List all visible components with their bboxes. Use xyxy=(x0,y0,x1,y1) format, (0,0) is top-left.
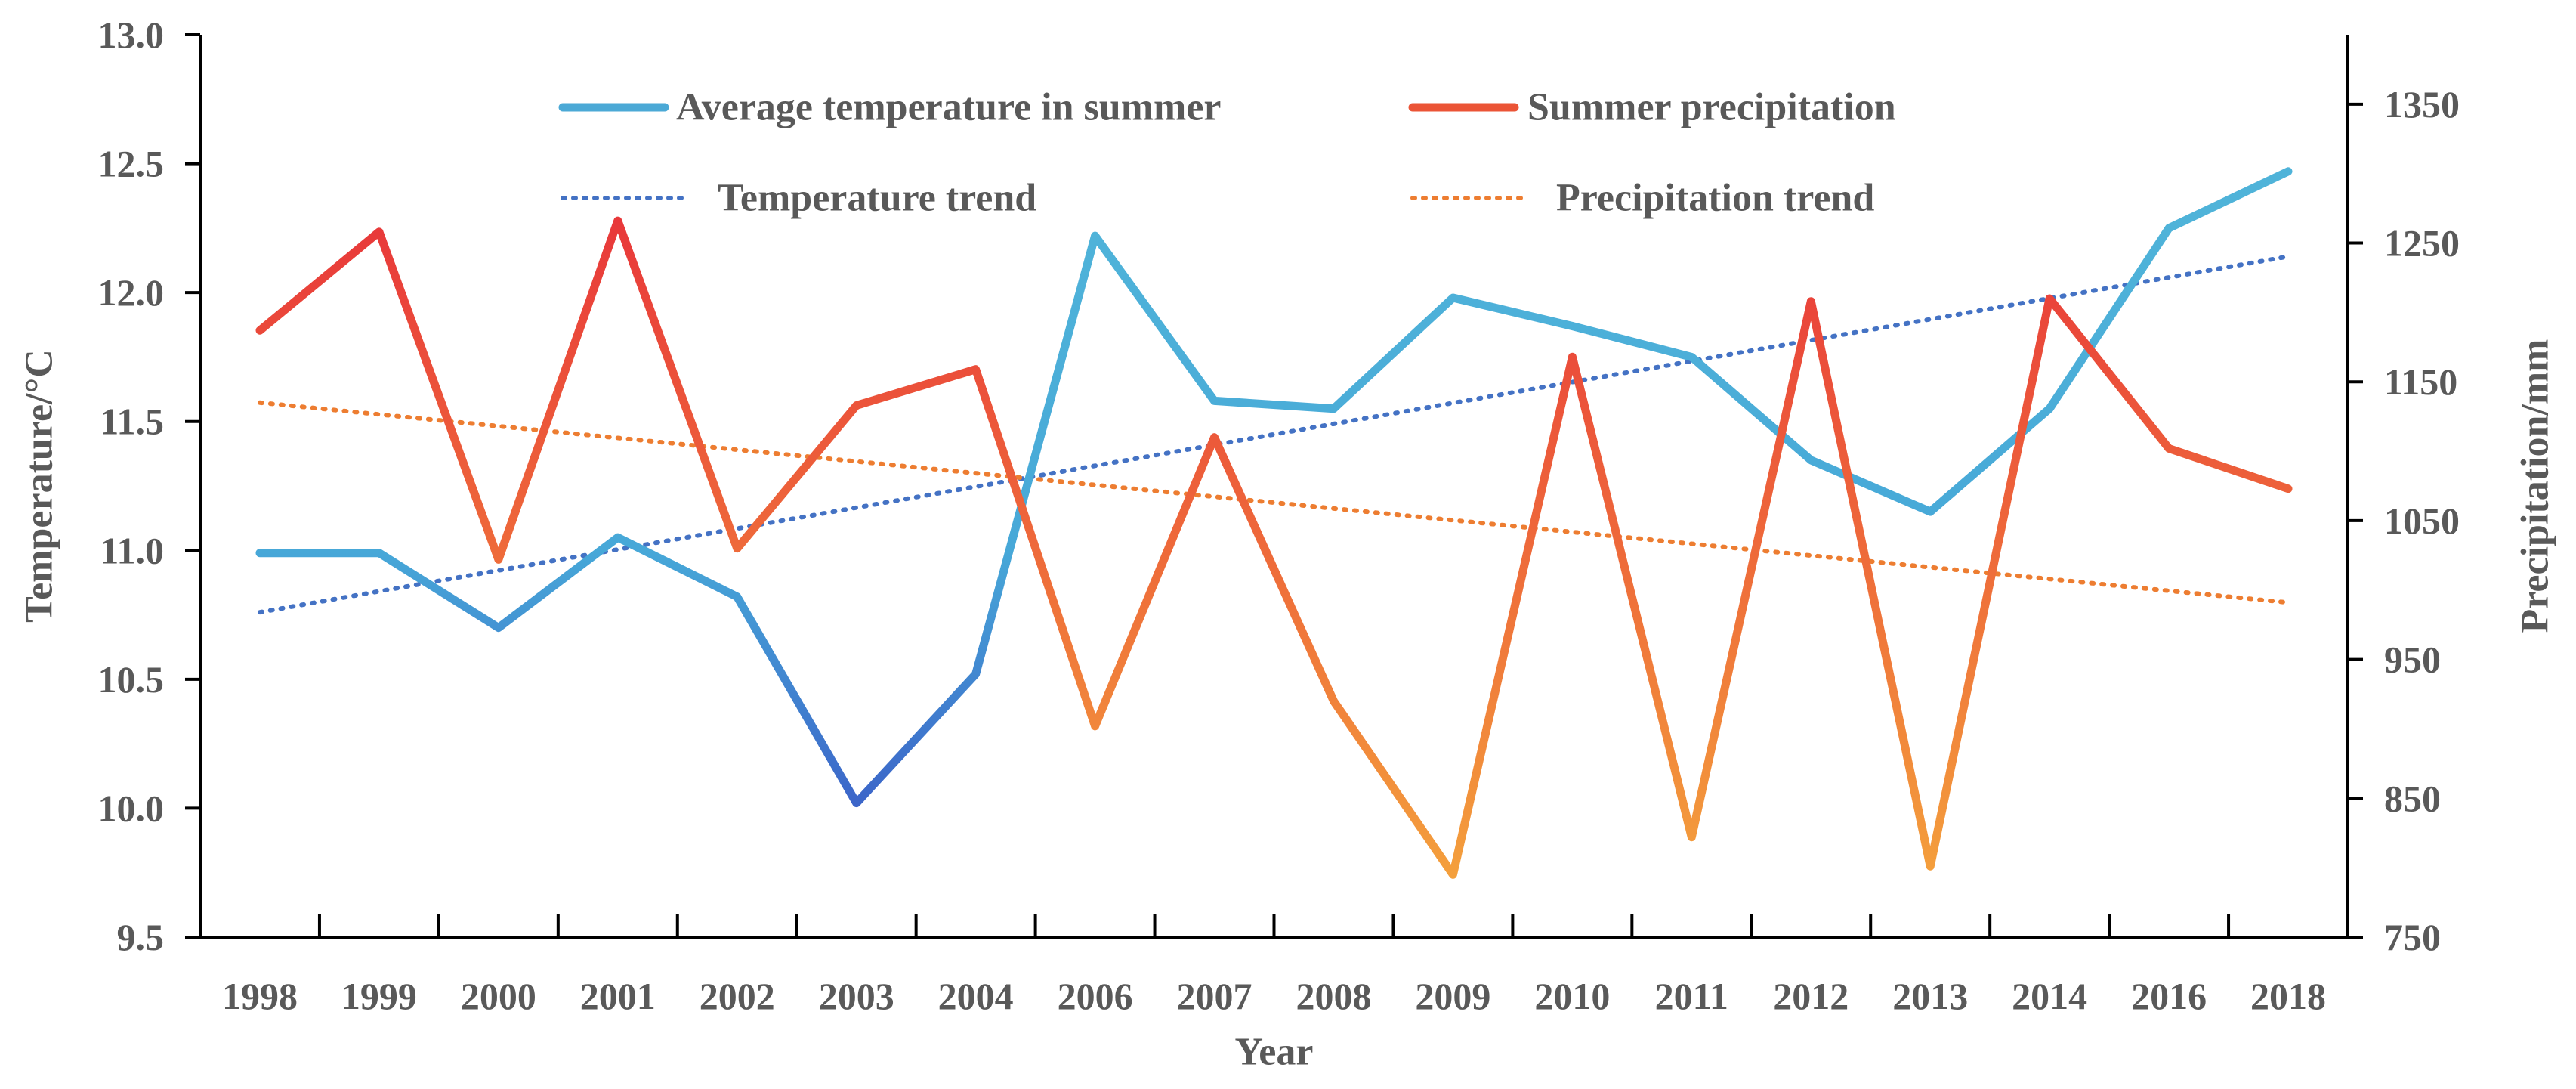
x-tick-label: 2014 xyxy=(2012,975,2087,1017)
x-tick-label: 2001 xyxy=(580,975,656,1017)
series-layer xyxy=(255,167,2293,879)
x-tick-label: 2012 xyxy=(1773,975,1849,1017)
precipitation-line xyxy=(255,216,2293,879)
x-tick-label: 2004 xyxy=(938,975,1014,1017)
legend-label: Average temperature in summer xyxy=(676,86,1222,129)
y-axis-title-left: Temperature/°C xyxy=(18,349,61,623)
x-tick-label: 1998 xyxy=(222,975,298,1017)
x-tick-label: 2016 xyxy=(2131,975,2207,1017)
y-tick-right: 950 xyxy=(2384,639,2441,681)
y-tick-left: 10.0 xyxy=(98,787,165,829)
x-tick-label: 2003 xyxy=(819,975,894,1017)
axes-layer: 9.5 10.0 10.5 11.0 11.5 12.0 12.5 13.0 750 850 950… xyxy=(18,14,2557,1074)
y-tick-left: 11.5 xyxy=(100,401,164,443)
y-tick-right: 1150 xyxy=(2384,360,2457,403)
precipitation-trend-line xyxy=(257,400,2291,605)
trend-layer xyxy=(257,254,2291,615)
x-tick-label: 2007 xyxy=(1177,975,1252,1017)
x-tick-label: 2002 xyxy=(700,975,775,1017)
x-tick-label: 1999 xyxy=(341,975,417,1017)
x-tick-label: 2010 xyxy=(1534,975,1610,1017)
x-tick-label: 2013 xyxy=(1892,975,1968,1017)
y-axis-title-right: Precipitation/mm xyxy=(2514,339,2557,633)
x-tick-label: 2000 xyxy=(461,975,536,1017)
y-tick-right: 1250 xyxy=(2384,222,2460,265)
y-tick-left: 10.5 xyxy=(98,658,165,701)
y-tick-left: 9.5 xyxy=(117,916,165,958)
temperature-trend-line xyxy=(257,254,2291,615)
y-tick-left: 11.0 xyxy=(100,529,164,571)
legend: Average temperature in summer Summer prec… xyxy=(558,86,1896,220)
y-tick-right: 1350 xyxy=(2384,83,2460,125)
x-tick-label: 2011 xyxy=(1655,975,1728,1017)
legend-label: Summer precipitation xyxy=(1527,86,1896,129)
x-tick-label: 2009 xyxy=(1415,975,1490,1017)
x-tick-label: 2008 xyxy=(1296,975,1371,1017)
y-tick-right: 850 xyxy=(2384,777,2441,819)
y-tick-right: 750 xyxy=(2384,916,2441,958)
y-tick-left: 13.0 xyxy=(98,14,165,56)
x-tick-label: 2006 xyxy=(1058,975,1133,1017)
x-axis-title: Year xyxy=(1235,1031,1314,1074)
legend-label: Precipitation trend xyxy=(1556,177,1874,220)
y-tick-right: 1050 xyxy=(2384,500,2460,542)
legend-label: Temperature trend xyxy=(718,177,1036,220)
y-tick-left: 12.5 xyxy=(98,143,165,185)
y-tick-left: 12.0 xyxy=(98,271,165,314)
x-tick-label: 2018 xyxy=(2250,975,2326,1017)
temperature-line xyxy=(255,167,2293,808)
